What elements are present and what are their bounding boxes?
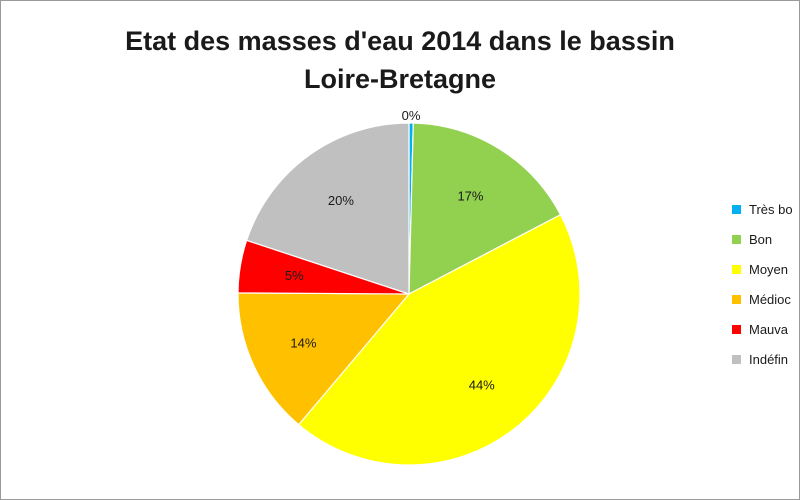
legend-item-indefini: Indéfin	[732, 353, 800, 383]
chart-title: Etat des masses d'eau 2014 dans le bassi…	[0, 22, 800, 98]
legend-item-bon: Bon	[732, 233, 800, 263]
legend-swatch-indefini	[732, 355, 741, 364]
pie-slice-bon	[408, 122, 562, 296]
legend-swatch-bon	[732, 235, 741, 244]
legend-label-mauvais: Mauva	[749, 322, 789, 337]
data-label-mauvais: 5%	[285, 268, 304, 283]
data-label-moyen: 44%	[469, 378, 495, 393]
pie-slice-mediocre	[237, 292, 411, 426]
data-label-tres-bon: 0%	[402, 108, 421, 123]
legend-item-tres-bon: Très bo	[732, 203, 800, 233]
legend-label-bon: Bon	[749, 232, 773, 247]
legend-label-moyen: Moyen	[749, 262, 789, 277]
pie-slice-moyen	[297, 213, 581, 466]
data-label-indefini: 20%	[328, 193, 354, 208]
legend-label-tres-bon: Très bo	[749, 203, 793, 217]
legend-item-moyen: Moyen	[732, 263, 800, 293]
legend-label-mediocre: Médioc	[749, 292, 791, 307]
legend-swatch-mediocre	[732, 295, 741, 304]
pie-slice-indefini	[245, 122, 410, 295]
legend-label-indefini: Indéfin	[749, 352, 789, 367]
legend-item-mauvais: Mauva	[732, 323, 800, 353]
legend-swatch-moyen	[732, 265, 741, 274]
data-label-mediocre: 14%	[290, 336, 316, 351]
legend-swatch-mauvais	[732, 325, 741, 334]
legend-swatch-tres-bon	[732, 205, 741, 214]
legend: Très bo Bon Moyen Médioc Mauva Indéfin	[732, 203, 800, 383]
legend-item-mediocre: Médioc	[732, 293, 800, 323]
chart-title-line-1: Etat des masses d'eau 2014 dans le bassi…	[125, 26, 675, 56]
chart-title-line-2: Loire-Bretagne	[303, 64, 497, 94]
data-label-bon: 17%	[457, 188, 483, 203]
